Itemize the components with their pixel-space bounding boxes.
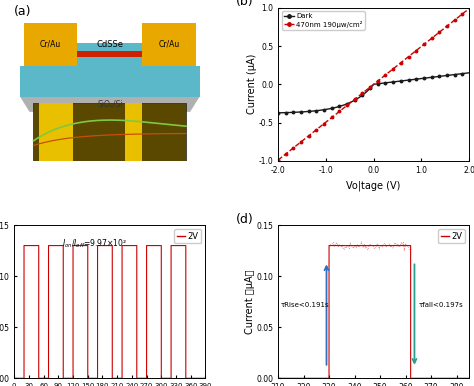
Bar xyxy=(33,103,186,161)
X-axis label: Vo|tage (V): Vo|tage (V) xyxy=(346,180,401,191)
Legend: 2V: 2V xyxy=(438,229,465,243)
Text: CdSSe: CdSSe xyxy=(96,40,123,49)
Text: (d): (d) xyxy=(236,213,254,226)
Legend: 2V: 2V xyxy=(174,229,201,243)
Polygon shape xyxy=(20,96,200,112)
Legend: Dark, 470nm 190μw/cm²: Dark, 470nm 190μw/cm² xyxy=(282,11,365,30)
Bar xyxy=(125,103,142,161)
Y-axis label: Current (μA): Current (μA) xyxy=(247,54,257,115)
Text: τRise<0.191s: τRise<0.191s xyxy=(281,302,329,308)
Y-axis label: Current （μA）: Current （μA） xyxy=(245,269,255,334)
Text: $I_{on}/I_{off}$=9.97×10²: $I_{on}/I_{off}$=9.97×10² xyxy=(62,237,128,250)
Text: τfall<0.197s: τfall<0.197s xyxy=(418,302,463,308)
Bar xyxy=(77,51,142,57)
Text: Cr/Au: Cr/Au xyxy=(40,40,61,49)
Bar xyxy=(24,23,77,66)
Text: Cr/Au: Cr/Au xyxy=(158,40,180,49)
Bar xyxy=(39,103,73,161)
Text: SiO₂/Si: SiO₂/Si xyxy=(97,100,123,109)
Bar xyxy=(77,43,142,66)
Text: (b): (b) xyxy=(236,0,254,8)
Text: (a): (a) xyxy=(14,5,32,18)
Polygon shape xyxy=(20,66,200,96)
Bar xyxy=(142,23,196,66)
